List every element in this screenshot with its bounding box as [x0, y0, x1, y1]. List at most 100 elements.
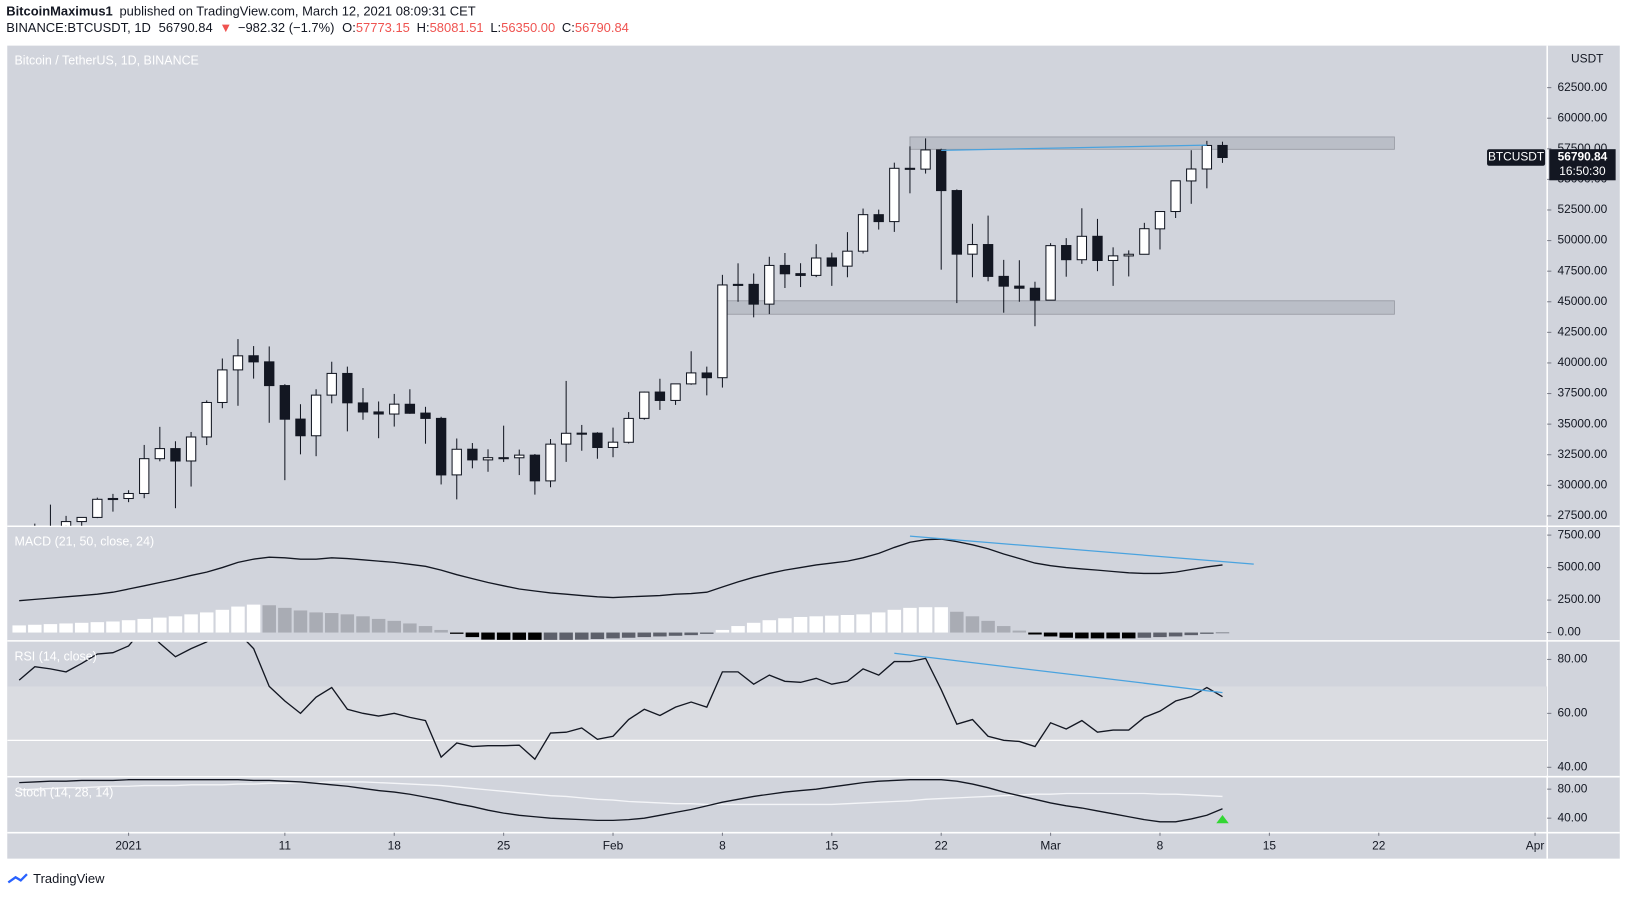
price-zone: [909, 136, 1395, 150]
histogram-bar: [903, 607, 917, 633]
histogram-bar: [1090, 632, 1105, 639]
indicator-line: [19, 538, 1223, 602]
histogram-bar: [262, 605, 276, 633]
countdown: 16:50:30: [1559, 164, 1606, 178]
candle-body: [639, 391, 650, 419]
histogram-bar: [512, 632, 527, 640]
footer-logo[interactable]: TradingView: [7, 871, 105, 886]
y-tick-label: 37500.00: [1558, 386, 1608, 400]
candle-body: [654, 391, 666, 401]
ohlc-label: H:: [417, 20, 430, 35]
candle-body: [514, 454, 525, 459]
histogram-bar: [293, 610, 308, 633]
ohlc-value: 58081.51: [430, 20, 484, 35]
histogram-bar: [74, 622, 89, 633]
y-tick-label: 40000.00: [1558, 355, 1608, 369]
histogram-bar: [278, 607, 292, 633]
histogram-bar: [1153, 632, 1167, 638]
histogram-bar: [403, 623, 417, 633]
candle-body: [201, 401, 212, 438]
pane: [19, 779, 1223, 823]
candle-body: [982, 244, 994, 277]
candle-body: [404, 403, 416, 414]
histogram-bar: [590, 632, 605, 640]
candle-body: [951, 190, 963, 255]
candle-body: [279, 385, 291, 420]
y-tick-label: 5000.00: [1558, 560, 1601, 574]
x-tick-label: Apr: [1526, 838, 1545, 852]
candle-body: [1076, 235, 1088, 261]
candle-body: [873, 214, 884, 223]
candle-body: [670, 383, 681, 401]
candle-body: [592, 432, 603, 448]
candle-body: [904, 167, 916, 170]
pane: [34, 136, 1395, 526]
indicator-line: [18, 641, 1223, 761]
candle-body: [576, 432, 587, 435]
candle-body: [607, 441, 619, 448]
candle-body: [1061, 245, 1072, 261]
histogram-bar: [887, 609, 902, 633]
candle-body: [1186, 168, 1197, 182]
histogram-bar: [28, 624, 42, 633]
change: −982.32 (−1.7%): [238, 20, 335, 35]
histogram-bar: [809, 616, 823, 633]
histogram-bar: [996, 626, 1011, 633]
candle-body: [420, 412, 431, 419]
histogram-bar: [481, 632, 495, 640]
y-tick-label: 0.00: [1558, 625, 1582, 639]
ohlc-value: 56790.84: [575, 20, 629, 35]
histogram-bar: [918, 607, 933, 633]
price-tag: [1549, 149, 1616, 181]
indicator-line: [19, 781, 1223, 806]
candle-body: [545, 443, 556, 482]
histogram-bar: [121, 620, 136, 633]
x-tick-label: Feb: [603, 838, 624, 852]
candle-body: [248, 355, 259, 363]
histogram-bar: [793, 616, 808, 633]
x-tick-label: 8: [719, 838, 726, 852]
y-tick-label: 7500.00: [1558, 527, 1601, 541]
histogram-bar: [246, 604, 261, 633]
logo-icon: [7, 873, 28, 884]
histogram-bar: [1043, 632, 1058, 637]
histogram-bar: [715, 629, 730, 633]
candle-body: [467, 448, 478, 461]
histogram-bar: [762, 620, 777, 633]
candle-body: [185, 436, 197, 462]
candle-body: [967, 244, 978, 255]
candle-body: [701, 372, 712, 379]
histogram-bar: [324, 613, 339, 633]
histogram-bar: [215, 609, 230, 633]
price-tag-value: 56790.84: [1558, 150, 1608, 164]
last-price: 56790.84: [159, 20, 213, 35]
candle-body: [264, 361, 275, 387]
histogram-bar: [137, 618, 151, 633]
candle-body: [310, 394, 322, 437]
candle-body: [810, 257, 822, 276]
candle-body: [1092, 235, 1103, 261]
histogram-bar: [528, 632, 542, 640]
pane-title: MACD (21, 50, close, 24): [15, 535, 155, 549]
candle-body: [623, 417, 634, 443]
histogram-bar: [778, 618, 792, 633]
y-tick-label: 47500.00: [1558, 263, 1608, 277]
price-zone: [722, 300, 1395, 315]
candle-body: [779, 264, 791, 275]
x-tick-label: 2021: [115, 838, 142, 852]
brand[interactable]: TradingView: [33, 871, 105, 886]
candle-body: [92, 498, 103, 518]
histogram-bar: [59, 623, 73, 633]
histogram-bar: [731, 626, 745, 633]
histogram-bar: [606, 632, 620, 639]
y-tick-label: 40.00: [1558, 759, 1588, 773]
author[interactable]: BitcoinMaximus1: [6, 4, 113, 19]
trend-line: [909, 535, 1254, 565]
histogram-bar: [387, 620, 401, 633]
candle-body: [217, 369, 228, 404]
candle-body: [795, 273, 806, 276]
histogram-bar: [746, 622, 761, 633]
candle-body: [123, 492, 134, 500]
histogram-bar: [840, 615, 855, 633]
